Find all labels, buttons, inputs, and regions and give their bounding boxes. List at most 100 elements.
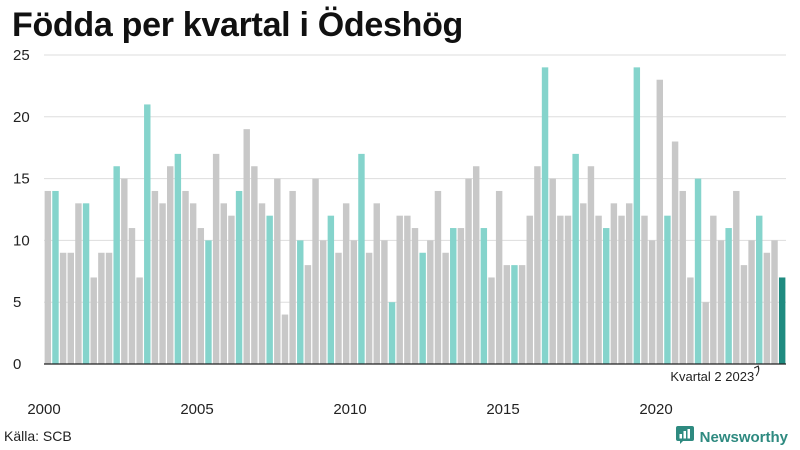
bar xyxy=(335,252,342,364)
y-tick-label: 10 xyxy=(13,232,30,249)
bar xyxy=(220,203,227,364)
bar xyxy=(243,129,250,364)
chart-title: Födda per kvartal i Ödeshög xyxy=(12,6,463,44)
bar xyxy=(580,203,587,364)
bar xyxy=(113,166,120,364)
bar xyxy=(480,228,488,364)
brand-logo: Newsworthy xyxy=(675,426,788,449)
y-tick-label: 25 xyxy=(13,47,30,64)
bar xyxy=(98,252,105,364)
bar xyxy=(419,252,426,364)
bar xyxy=(587,166,595,364)
bar xyxy=(717,240,725,364)
x-axis: 2000 2005 2010 2015 2020 xyxy=(27,401,672,418)
bar xyxy=(159,203,166,364)
bar xyxy=(396,215,403,364)
bar xyxy=(319,240,327,364)
bar xyxy=(327,215,335,364)
bar xyxy=(274,178,281,364)
bar xyxy=(388,302,396,364)
bar xyxy=(212,153,220,364)
bar xyxy=(648,240,656,364)
bar xyxy=(549,178,556,364)
bar xyxy=(495,190,503,364)
bar xyxy=(205,240,212,364)
bar xyxy=(427,240,434,364)
bar xyxy=(457,228,465,364)
bar xyxy=(151,190,159,364)
bar xyxy=(641,215,648,364)
bar xyxy=(625,203,633,364)
bar xyxy=(694,178,702,364)
bar xyxy=(595,215,602,364)
bar xyxy=(411,228,419,364)
bar xyxy=(763,252,771,364)
bar xyxy=(235,190,243,364)
bar xyxy=(740,265,748,364)
bar xyxy=(167,166,174,364)
y-tick-label: 15 xyxy=(13,171,30,188)
bar xyxy=(756,215,763,364)
y-axis: 0 5 10 15 20 25 xyxy=(13,47,30,373)
bar xyxy=(618,215,625,364)
bar xyxy=(725,228,732,364)
bar xyxy=(450,228,457,364)
chart-logo-icon xyxy=(675,426,694,449)
annotation-arrow xyxy=(753,365,760,377)
bar xyxy=(511,265,518,364)
bar xyxy=(503,265,511,364)
y-tick-label: 0 xyxy=(13,356,21,373)
bar xyxy=(251,166,258,364)
bar xyxy=(144,104,151,364)
bar xyxy=(526,215,533,364)
bar xyxy=(59,252,67,364)
bar xyxy=(610,203,618,364)
x-tick-label: 2010 xyxy=(333,401,366,418)
bar xyxy=(350,240,358,364)
bar xyxy=(358,153,365,364)
bar xyxy=(128,228,136,364)
bar xyxy=(52,190,59,364)
bar xyxy=(564,215,572,364)
bar xyxy=(404,215,411,364)
bar xyxy=(197,228,205,364)
bar xyxy=(304,265,312,364)
y-tick-label: 20 xyxy=(13,109,30,126)
bar xyxy=(679,190,686,364)
brand-name: Newsworthy xyxy=(699,429,788,446)
bar xyxy=(258,203,266,364)
bar xyxy=(75,203,82,364)
bar xyxy=(90,277,97,364)
bar xyxy=(534,166,541,364)
bar xyxy=(671,141,679,364)
bar xyxy=(541,67,549,365)
bar xyxy=(182,190,189,364)
bar xyxy=(312,178,319,364)
bar xyxy=(572,153,579,364)
bar xyxy=(381,240,388,364)
bar xyxy=(105,252,113,364)
bar xyxy=(67,252,74,364)
bar xyxy=(472,166,480,364)
x-tick-label: 2005 xyxy=(180,401,213,418)
bar xyxy=(664,215,671,364)
x-tick-label: 2020 xyxy=(639,401,672,418)
bar xyxy=(702,302,709,364)
bar xyxy=(44,190,52,364)
bar xyxy=(733,190,740,364)
bar xyxy=(289,190,296,364)
bar xyxy=(465,178,472,364)
bar xyxy=(297,240,304,364)
bar xyxy=(82,203,90,364)
source-note: Källa: SCB xyxy=(4,428,72,444)
bar xyxy=(557,215,564,364)
x-tick-label: 2015 xyxy=(486,401,519,418)
bar xyxy=(373,203,380,364)
bar xyxy=(603,228,610,364)
bar xyxy=(342,203,350,364)
bar xyxy=(771,240,778,364)
bar xyxy=(778,277,786,364)
bar xyxy=(174,153,182,364)
y-tick-label: 5 xyxy=(13,294,21,311)
